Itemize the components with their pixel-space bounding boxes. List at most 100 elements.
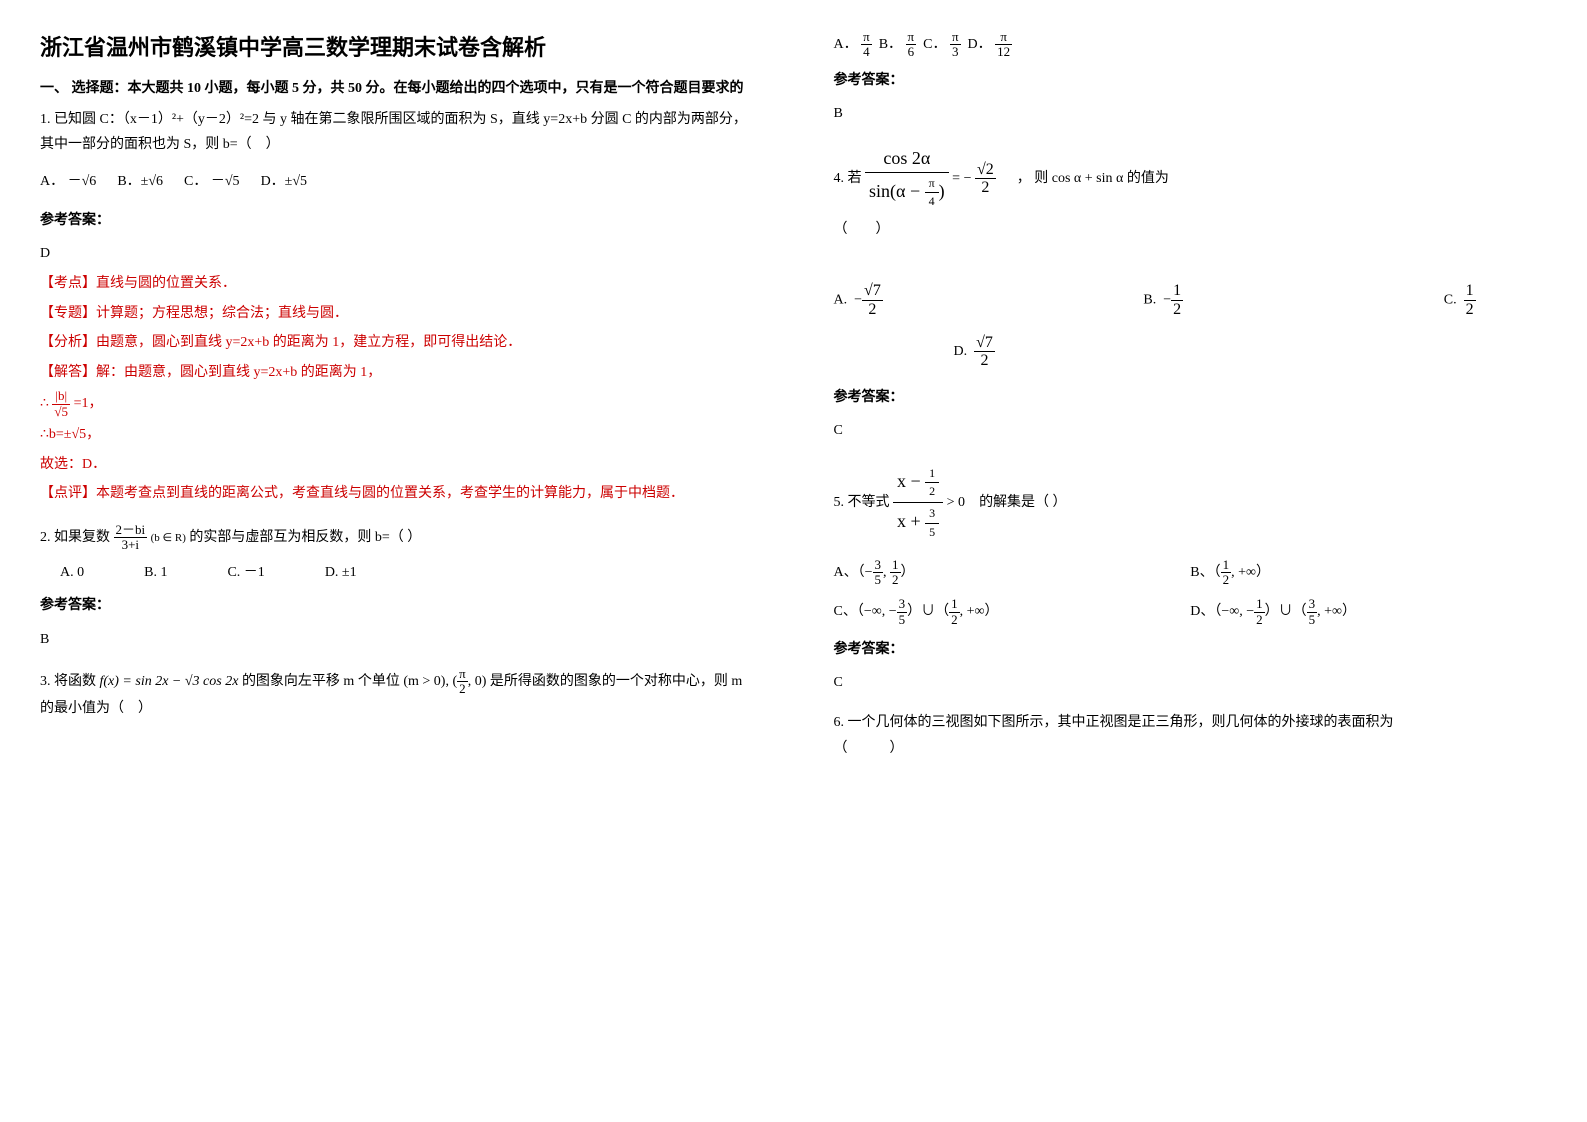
question-1: 1. 已知圆 C：（x－1）²+（y－2）²=2 与 y 轴在第二象限所围区域的… (40, 107, 754, 508)
q4-optC-den: 2 (1464, 301, 1476, 319)
q5-optC: C、（−∞, − 3 5 ）∪（ 1 2 , +∞） (834, 597, 1191, 627)
q5-outer-den-prefix: x + (897, 511, 925, 531)
q4-den: sin(α − π 4 ) (865, 173, 949, 212)
q4-optA-num: √7 (862, 282, 883, 301)
q1-optB: B．±√6 (117, 174, 163, 189)
q4-den-innerfrac-num: π (925, 175, 939, 193)
q5-optD-f1-num: 1 (1254, 597, 1265, 612)
q4-optD: D. √7 2 (954, 344, 995, 359)
q1-solve1-num: |b| (52, 389, 70, 404)
q2-optD: D. ±1 (325, 560, 357, 585)
q5-prefix: 5. 不等式 (834, 495, 890, 510)
q3-optB-frac: π 6 (906, 30, 917, 60)
q5-optC-p1: −∞, − (864, 604, 897, 619)
q5-outer-num-prefix: x − (897, 471, 925, 491)
q1-optA-val: －√6 (68, 174, 97, 189)
q4-optC-frac: 1 2 (1464, 282, 1476, 318)
page-title: 浙江省温州市鹤溪镇中学高三数学理期末试卷含解析 (40, 30, 754, 62)
q5-optB-suffix: , +∞ (1231, 565, 1256, 580)
q3-cond2: , 0) (468, 674, 487, 689)
q4-optC-num: 1 (1464, 282, 1476, 301)
q5-optC-f1-den: 5 (897, 613, 908, 627)
q3-answer: B (834, 101, 1548, 126)
q1-answer-label: 参考答案： (40, 208, 754, 233)
q5-optD-label: D、（ (1190, 604, 1221, 619)
q5-optD-u: ）∪（ (1265, 604, 1307, 619)
q3-func: f(x) = sin 2x − √3 cos 2x (100, 674, 239, 689)
q2-suffix: 的实部与虚部互为相反数，则 b=（ ） (189, 530, 421, 545)
q5-optA-label: A、（ (834, 565, 865, 580)
question-5: 5. 不等式 x − 1 2 x + 3 5 > 0 的解集是（ ） (834, 458, 1548, 695)
q1-answer: D (40, 241, 754, 268)
q5-outer-den-den: 5 (925, 524, 939, 541)
q5-optA: A、（− 3 5 , 1 2 ） (834, 558, 1191, 588)
q5-optB: B、（ 1 2 , +∞） (1190, 558, 1547, 588)
q4-den-innerfrac: π 4 (925, 175, 939, 210)
q5-optB-close: ） (1256, 565, 1270, 580)
q1-point: 【考点】直线与圆的位置关系． (40, 271, 754, 298)
q3-optC-den: 3 (950, 45, 961, 59)
q1-text: 1. 已知圆 C：（x－1）²+（y－2）²=2 与 y 轴在第二象限所围区域的… (40, 107, 754, 157)
q4-optB-frac: 1 2 (1171, 282, 1183, 318)
q4-optB-den: 2 (1171, 301, 1183, 319)
q3-optB-den: 6 (906, 45, 917, 59)
q1-solve1-suffix: =1， (74, 396, 103, 411)
q4-options-row2: D. √7 2 (954, 334, 1548, 370)
q3-optD-label: D． (968, 37, 992, 52)
q2-optA: A. 0 (60, 560, 84, 585)
question-4: 4. 若 cos 2α sin(α − π 4 ) = − √2 2 ， 则 c… (834, 141, 1548, 443)
q2-prefix: 2. 如果复数 (40, 530, 110, 545)
q5-gt: > 0 (947, 495, 965, 510)
q1-solve3: 故选：D． (40, 452, 754, 479)
q5-outer-den-num: 3 (925, 505, 939, 523)
q5-optC-f1: 3 5 (897, 597, 908, 627)
q4-rhs-num: √2 (975, 161, 996, 180)
q5-inner-num-frac: 1 2 (925, 465, 939, 500)
q1-options: A． －√6 B．±√6 C． －√5 D．±√5 (40, 167, 754, 198)
q4-optB-num: 1 (1171, 282, 1183, 301)
q4-num: cos 2α (865, 146, 949, 173)
q3-optD-num: π (995, 30, 1012, 45)
q4-text: 4. 若 cos 2α sin(α − π 4 ) = − √2 2 ， 则 c… (834, 141, 1548, 217)
q4-optA: A. − √7 2 (834, 282, 883, 318)
q5-outer-num: x − 1 2 (893, 463, 943, 503)
q5-optA-neg: − (865, 565, 873, 580)
q4-optC-label: C. (1444, 293, 1457, 308)
q5-optC-f1-num: 3 (897, 597, 908, 612)
q5-optD-f1: 1 2 (1254, 597, 1265, 627)
q3-point-num: π (457, 667, 468, 682)
q1-comment: 【点评】本题考查点到直线的距离公式，考查直线与圆的位置关系，考查学生的计算能力，… (40, 481, 754, 508)
q5-answer-label: 参考答案： (834, 637, 1548, 662)
q3-optA-label: A． (834, 37, 858, 52)
q5-optA-f1-den: 5 (873, 573, 884, 587)
q3-optB-label: B． (879, 37, 902, 52)
q3-optC-frac: π 3 (950, 30, 961, 60)
q2-frac-num: 2－bi (114, 523, 148, 538)
q5-optC-f2: 1 2 (949, 597, 960, 627)
q4-optD-label: D. (954, 344, 968, 359)
q4-optB-neg: − (1163, 293, 1171, 308)
q1-topic: 【专题】计算题；方程思想；综合法；直线与圆． (40, 301, 754, 328)
q1-solve1-prefix: ∴ (40, 396, 49, 411)
q5-inner-den-frac: 3 5 (925, 505, 939, 540)
q2-answer: B (40, 627, 754, 652)
q5-optB-label: B、（ (1190, 565, 1220, 580)
q3-optD-den: 12 (995, 45, 1012, 59)
q5-optA-f1: 3 5 (873, 558, 884, 588)
q4-den-outer: sin (869, 180, 890, 200)
q5-optD-f2-num: 3 (1307, 597, 1318, 612)
q4-answer: C (834, 418, 1548, 443)
q3-text: 3. 将函数 f(x) = sin 2x − √3 cos 2x 的图象向左平移… (40, 667, 754, 722)
q3-optA-frac: π 4 (861, 30, 872, 60)
q5-text: 5. 不等式 x − 1 2 x + 3 5 > 0 的解集是（ ） (834, 458, 1548, 548)
q5-optD-p1: −∞, − (1221, 604, 1254, 619)
q5-outer-den: x + 3 5 (893, 503, 943, 542)
section-header: 一、 选择题：本大题共 10 小题，每小题 5 分，共 50 分。在每小题给出的… (40, 77, 754, 97)
q2-frac: 2－bi 3+i (114, 523, 148, 553)
q4-paren: （ ） (834, 217, 1548, 242)
q5-answer: C (834, 670, 1548, 695)
q5-outer-num-den: 2 (925, 483, 939, 500)
q6-paren: （ ） (834, 736, 1548, 761)
q3-prefix: 3. 将函数 (40, 674, 96, 689)
q3-optC-label: C． (923, 37, 946, 52)
